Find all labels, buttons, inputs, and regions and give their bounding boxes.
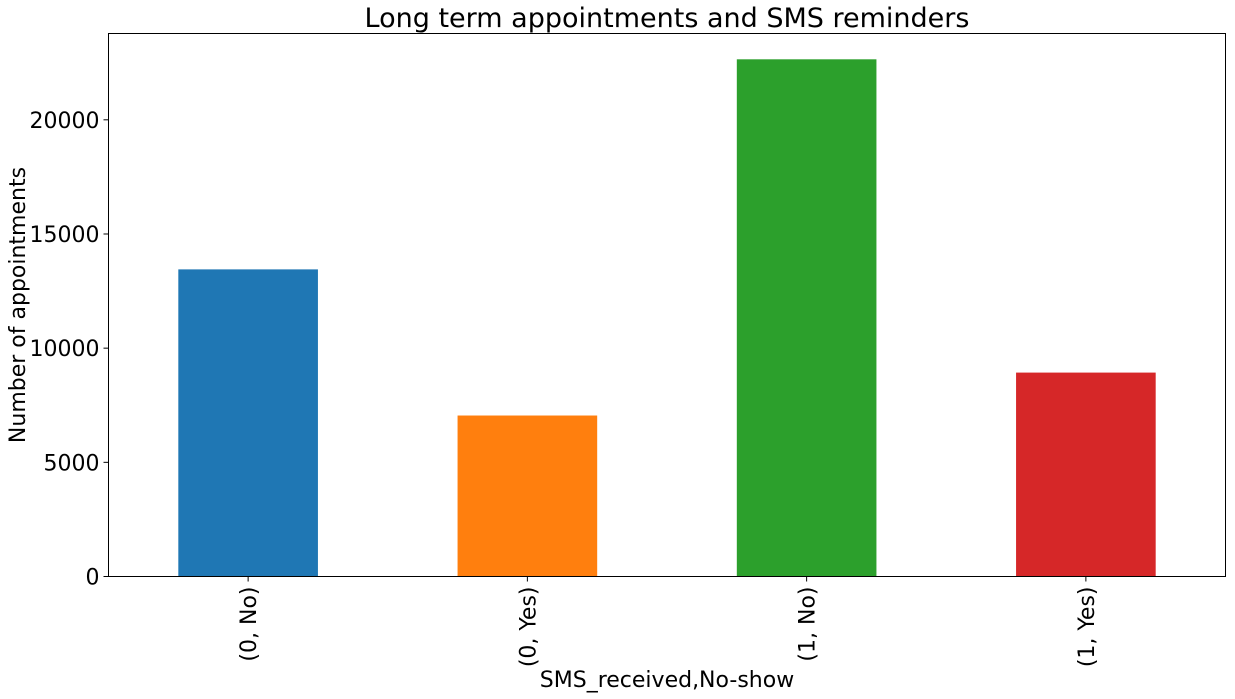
chart-title: Long term appointments and SMS reminders [365, 3, 970, 34]
x-tick-label: (0, Yes) [516, 587, 541, 668]
y-axis-label: Number of appointments [6, 167, 31, 443]
y-tick-label: 0 [86, 566, 100, 591]
bar-2 [736, 59, 877, 577]
x-tick-label: (1, No) [796, 587, 821, 662]
x-axis-ticks: (0, No) (0, Yes) (1, No) (1, Yes) [237, 576, 1100, 668]
bars-group [178, 59, 1156, 577]
bar-0 [178, 269, 318, 577]
x-axis-label: SMS_received,No-show [540, 668, 794, 693]
y-tick-label: 15000 [30, 223, 100, 248]
y-tick-label: 10000 [30, 337, 100, 362]
y-tick-label: 5000 [44, 451, 100, 476]
x-tick-label: (1, Yes) [1075, 587, 1100, 668]
y-axis-ticks: 0 5000 10000 15000 20000 [30, 109, 109, 591]
x-tick-label: (0, No) [237, 587, 262, 662]
y-tick-label: 20000 [30, 109, 100, 134]
plot-frame [108, 33, 1226, 577]
bar-1 [457, 415, 598, 577]
bar-3 [1016, 372, 1156, 577]
